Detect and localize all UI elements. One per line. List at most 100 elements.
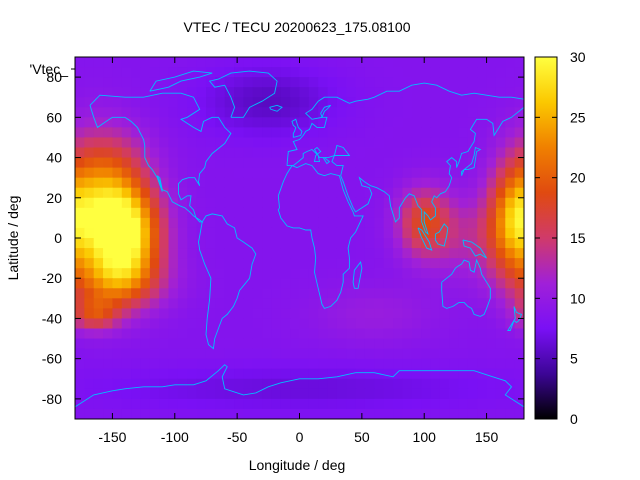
heatmap-cell	[187, 238, 198, 249]
heatmap-cell	[93, 338, 104, 350]
heatmap-cell	[495, 238, 506, 249]
heatmap-cell	[121, 398, 132, 410]
heatmap-cell	[327, 137, 338, 149]
colorbar-tick-label: 20	[570, 170, 586, 186]
heatmap-cell	[271, 348, 282, 360]
heatmap-cell	[318, 408, 329, 419]
heatmap-cell	[177, 107, 188, 118]
heatmap-cell	[290, 117, 301, 128]
heatmap-cell	[458, 157, 469, 169]
heatmap-cell	[318, 57, 329, 68]
heatmap-cell	[177, 378, 188, 390]
heatmap-cell	[364, 167, 375, 179]
heatmap-cell	[177, 157, 188, 169]
heatmap-cell	[467, 207, 478, 219]
heatmap-cell	[103, 227, 114, 239]
heatmap-cell	[168, 137, 179, 149]
heatmap-cell	[121, 197, 132, 209]
heatmap-cell	[393, 107, 403, 118]
heatmap-cell	[299, 97, 310, 108]
heatmap-cell	[458, 217, 469, 229]
heatmap-cell	[421, 308, 432, 320]
heatmap-cell	[430, 308, 441, 320]
heatmap-cell	[234, 217, 244, 229]
heatmap-cell	[346, 408, 357, 419]
colorbar-tick-label: 30	[570, 49, 586, 65]
heatmap-cell	[121, 217, 132, 229]
heatmap-cell	[159, 77, 170, 88]
heatmap-cell	[271, 177, 282, 189]
heatmap-cell	[140, 157, 151, 169]
heatmap-cell	[430, 398, 441, 410]
heatmap-cell	[103, 318, 114, 330]
heatmap-cell	[439, 408, 450, 419]
heatmap-cell	[449, 217, 460, 229]
heatmap-cell	[477, 378, 488, 390]
heatmap-cell	[299, 378, 310, 390]
heatmap-cell	[159, 398, 170, 410]
heatmap-cell	[430, 197, 441, 209]
heatmap-cell	[364, 258, 375, 269]
heatmap-cell	[411, 137, 422, 149]
heatmap-cell	[308, 107, 319, 118]
heatmap-cell	[467, 227, 478, 239]
coastline-madagascar	[352, 261, 363, 289]
heatmap-cell	[187, 207, 198, 219]
heatmap-cell	[411, 97, 422, 108]
heatmap-cell	[187, 167, 198, 179]
heatmap-cell	[224, 177, 235, 189]
heatmap-cell	[224, 408, 235, 419]
heatmap-cell	[439, 388, 450, 400]
heatmap-cell	[262, 358, 273, 370]
heatmap-cell	[486, 137, 497, 149]
heatmap-cell	[187, 378, 198, 390]
heatmap-cell	[421, 207, 432, 219]
heatmap-cell	[336, 167, 347, 179]
heatmap-cell	[327, 147, 338, 159]
heatmap-cell	[243, 117, 254, 128]
heatmap-cell	[177, 268, 188, 279]
heatmap-cell	[290, 368, 301, 380]
heatmap-cell	[196, 137, 207, 149]
heatmap-cell	[346, 278, 357, 289]
heatmap-cell	[327, 288, 338, 299]
heatmap-cell	[458, 187, 469, 199]
heatmap-cell	[262, 338, 273, 350]
heatmap-cell	[336, 187, 347, 199]
heatmap-cell	[224, 238, 235, 249]
heatmap-cell	[84, 288, 95, 299]
heatmap-cell	[514, 298, 524, 309]
heatmap-cell	[75, 348, 85, 360]
heatmap-cell	[205, 147, 216, 159]
heatmap-cell	[383, 328, 394, 340]
y-tick-label: -60	[42, 351, 62, 367]
heatmap-cell	[131, 197, 142, 209]
heatmap-cell	[177, 408, 188, 419]
heatmap-cell	[393, 57, 403, 68]
heatmap-cell	[205, 137, 216, 149]
heatmap-cell	[514, 107, 524, 118]
heatmap-cell	[449, 398, 460, 410]
heatmap-cell	[411, 298, 422, 309]
heatmap-cell	[243, 87, 254, 98]
heatmap-cell	[84, 238, 95, 249]
coastline-iceland	[269, 104, 283, 112]
heatmap-cell	[467, 87, 478, 98]
heatmap-cell	[327, 127, 338, 139]
heatmap-cell	[402, 368, 413, 380]
heatmap-cell	[159, 107, 170, 118]
heatmap-cell	[439, 368, 450, 380]
heatmap-cell	[458, 67, 469, 78]
heatmap-cell	[393, 328, 403, 340]
heatmap-cell	[103, 268, 114, 279]
heatmap-cell	[252, 268, 263, 279]
heatmap-cell	[430, 368, 441, 380]
heatmap-cell	[505, 358, 516, 370]
heatmap-cell	[149, 258, 160, 269]
heatmap-cell	[477, 167, 488, 179]
heatmap-cell	[280, 338, 291, 350]
heatmap-cell	[327, 278, 338, 289]
heatmap-cell	[477, 288, 488, 299]
heatmap-cell	[346, 358, 357, 370]
heatmap-cell	[318, 388, 329, 400]
